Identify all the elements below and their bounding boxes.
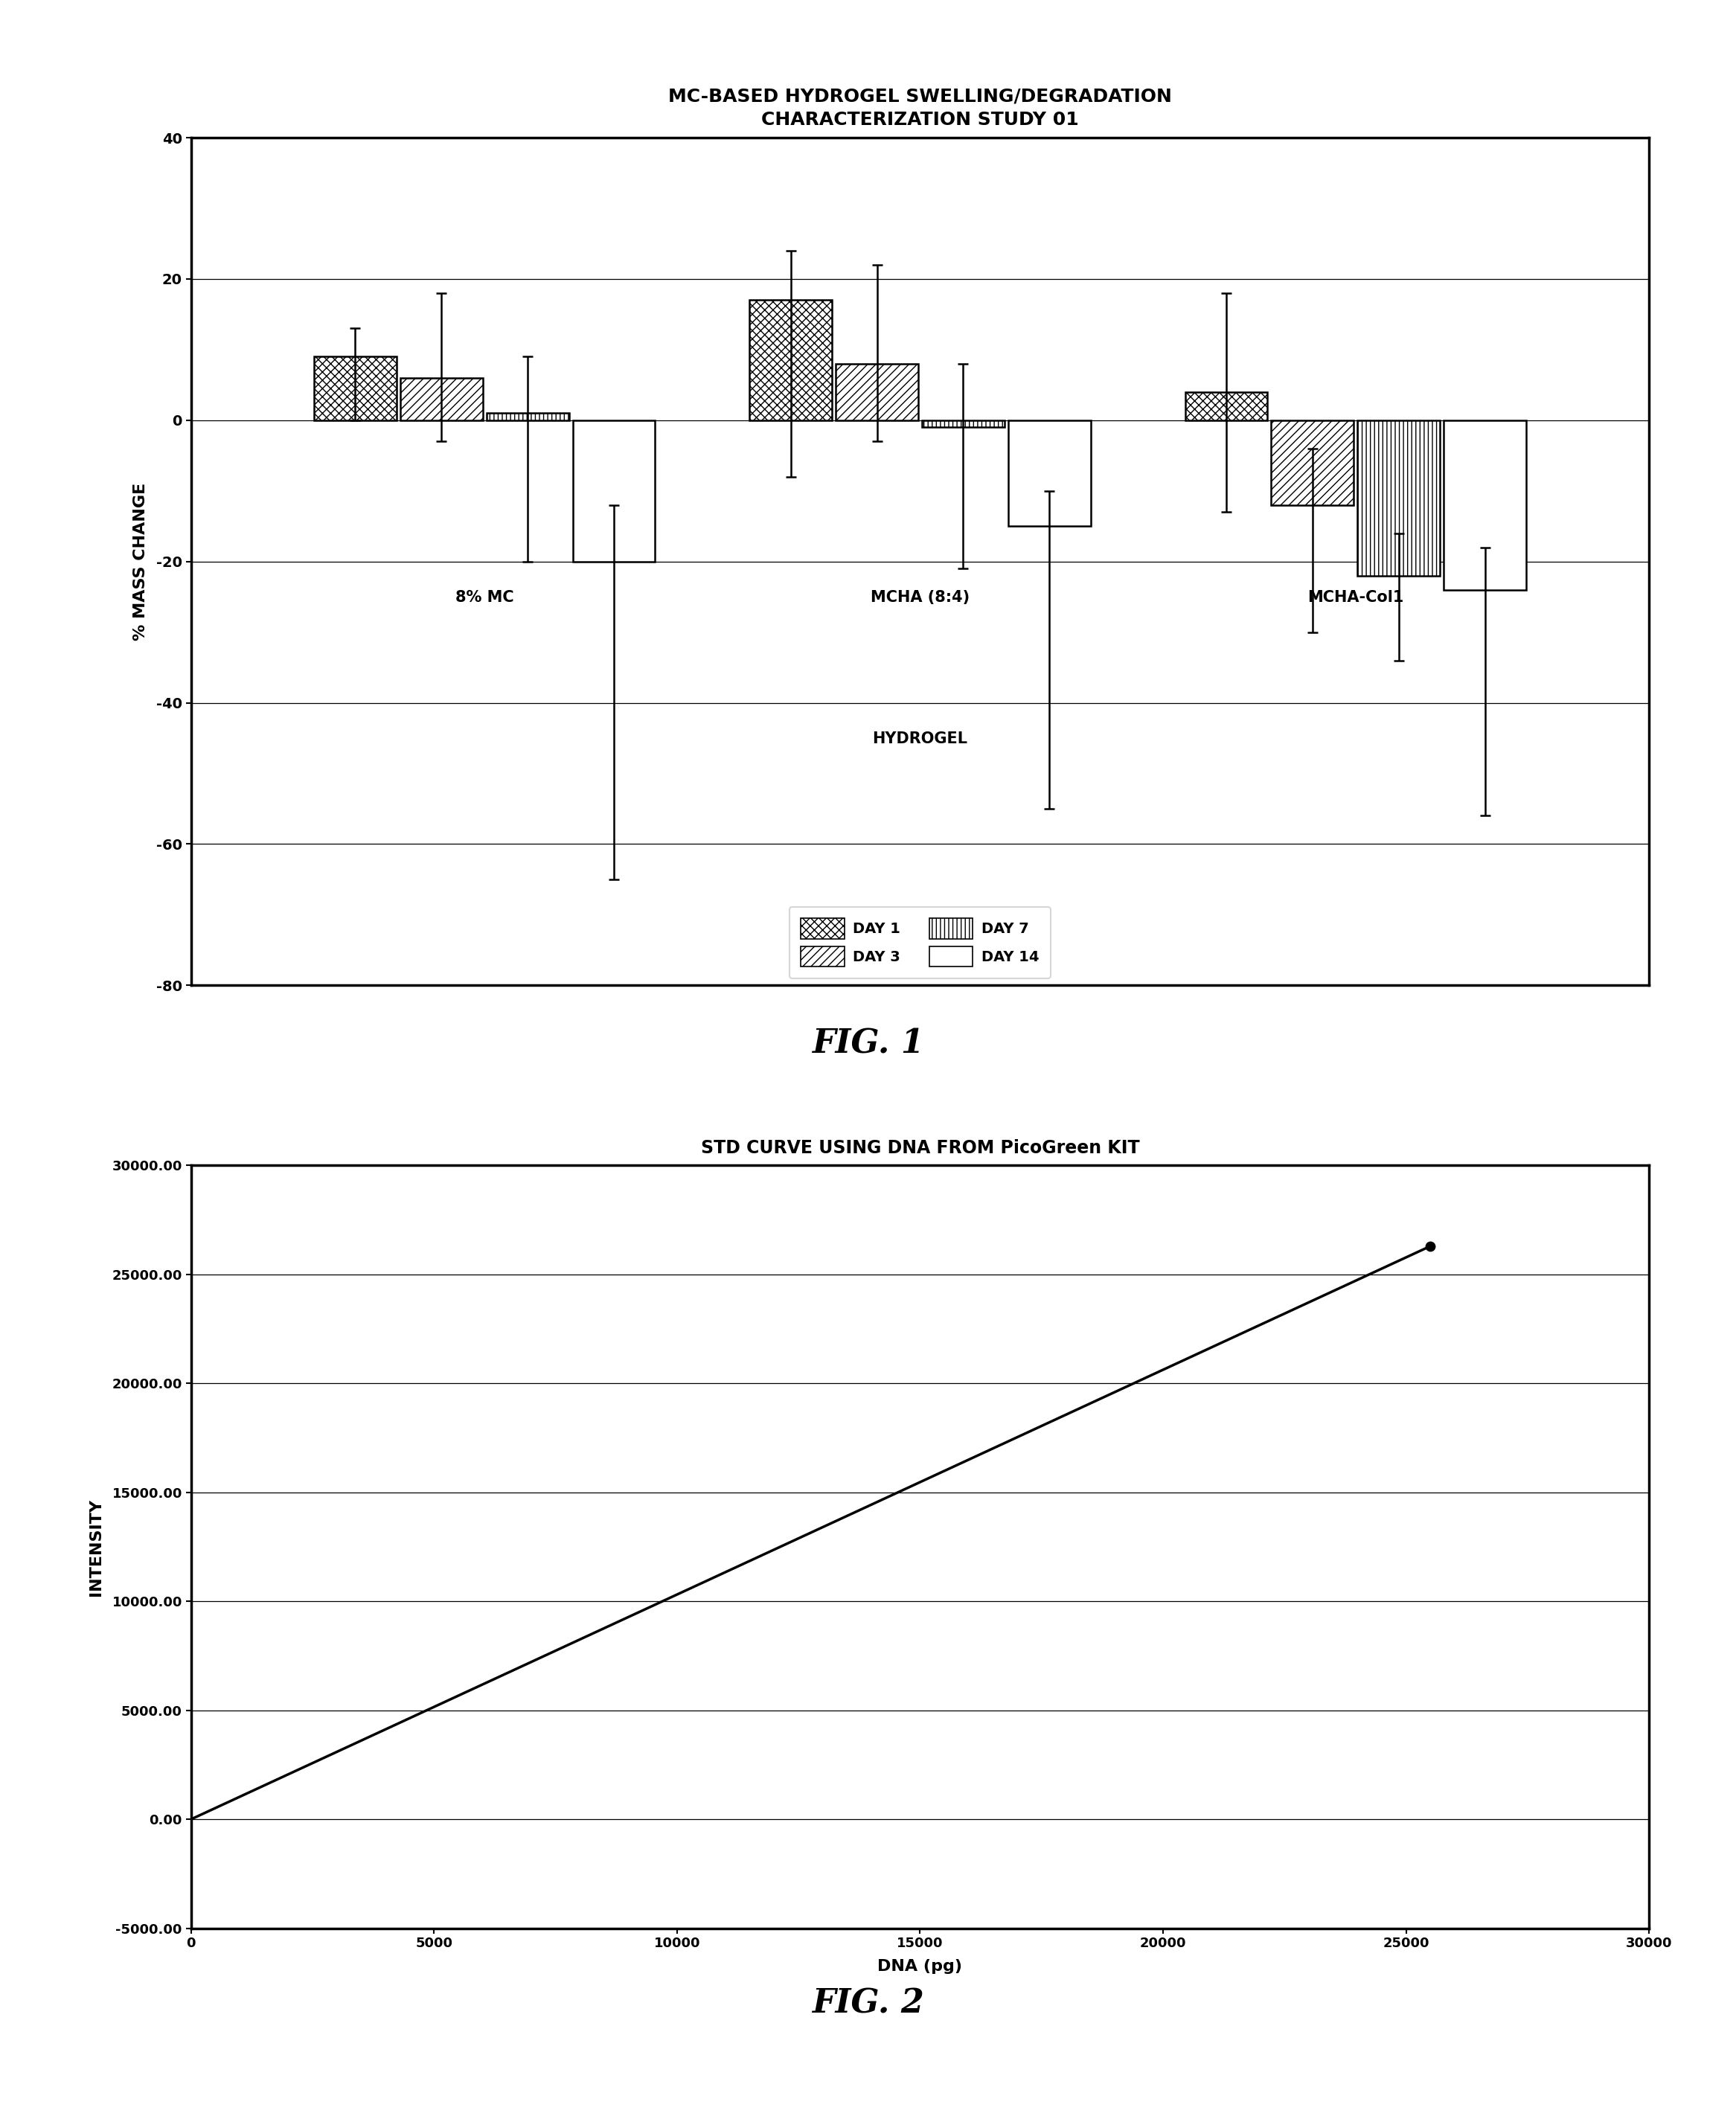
Bar xyxy=(1358,420,1439,576)
Bar xyxy=(1444,420,1526,589)
Bar xyxy=(401,377,483,420)
Legend: DAY 1, DAY 3, DAY 7, DAY 14: DAY 1, DAY 3, DAY 7, DAY 14 xyxy=(790,907,1050,979)
Bar xyxy=(750,301,832,420)
Text: FIG. 2: FIG. 2 xyxy=(812,1988,924,2019)
Bar xyxy=(573,420,654,562)
Y-axis label: % MASS CHANGE: % MASS CHANGE xyxy=(134,483,148,640)
Text: MCHA-Col1: MCHA-Col1 xyxy=(1307,589,1404,604)
Bar xyxy=(835,364,918,420)
X-axis label: DNA (pg): DNA (pg) xyxy=(878,1958,962,1973)
Title: STD CURVE USING DNA FROM PicoGreen KIT: STD CURVE USING DNA FROM PicoGreen KIT xyxy=(701,1138,1139,1157)
Bar xyxy=(1186,392,1267,420)
Bar xyxy=(1271,420,1354,504)
Title: MC-BASED HYDROGEL SWELLING/DEGRADATION
CHARACTERIZATION STUDY 01: MC-BASED HYDROGEL SWELLING/DEGRADATION C… xyxy=(668,87,1172,129)
Text: MCHA (8:4): MCHA (8:4) xyxy=(870,589,970,604)
Bar xyxy=(486,413,569,420)
Text: 8% MC: 8% MC xyxy=(455,589,514,604)
Y-axis label: INTENSITY: INTENSITY xyxy=(89,1498,104,1596)
Bar xyxy=(314,356,396,420)
Bar xyxy=(922,420,1005,428)
Bar xyxy=(1009,420,1090,526)
Text: HYDROGEL: HYDROGEL xyxy=(873,731,967,746)
Text: FIG. 1: FIG. 1 xyxy=(812,1028,924,1060)
